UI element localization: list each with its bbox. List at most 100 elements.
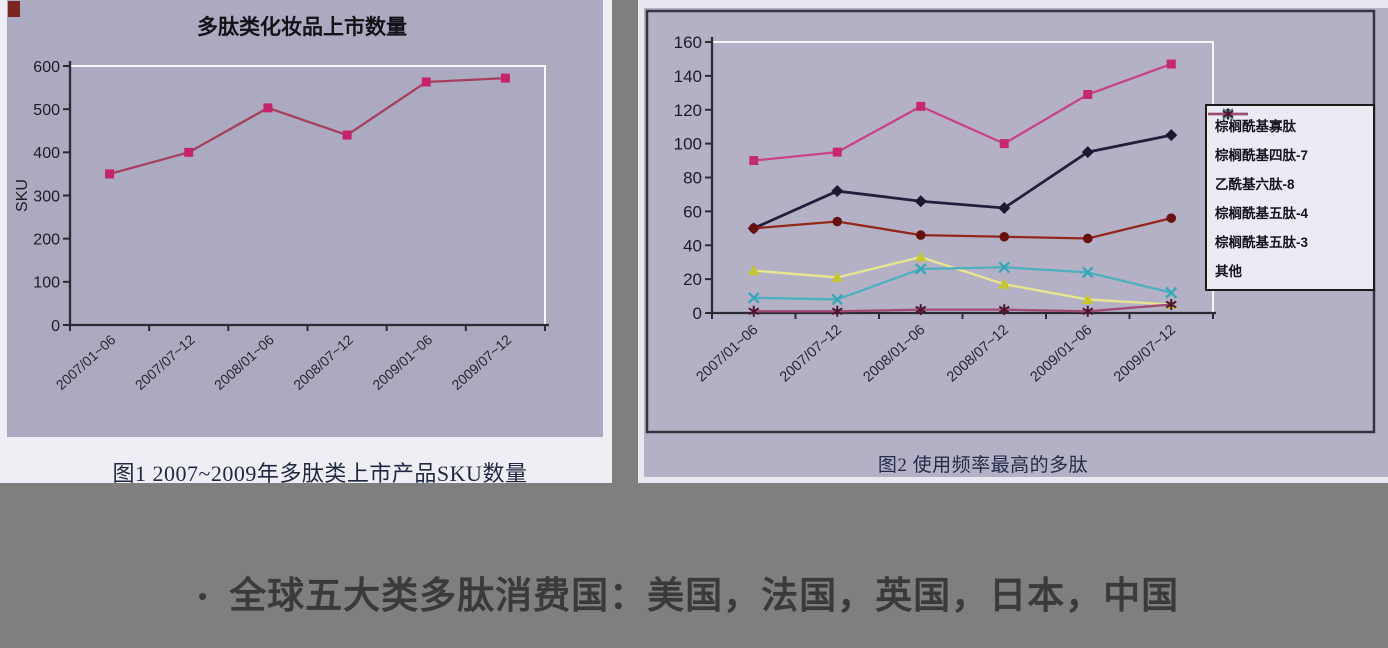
- series-line: [753, 133, 1172, 230]
- bullet-text: 全球五大类多肽消费国：美国，法国，英国，日本，中国: [229, 575, 1180, 616]
- marker-triangle: [831, 271, 844, 282]
- marker-x: [1081, 266, 1094, 279]
- legend-label: 棕榈酰基五肽-3: [1215, 235, 1309, 251]
- series: [748, 213, 1177, 244]
- marker-square: [916, 101, 926, 111]
- marker-square: [999, 139, 1009, 149]
- marker-diamond: [998, 201, 1011, 214]
- x-category-label: 2009/01~06: [369, 331, 435, 393]
- bullet-point: • 全球五大类多肽消费国：美国，法国，英国，日本，中国: [0, 572, 1388, 620]
- x-category-label: 2009/07~12: [448, 331, 514, 393]
- marker-triangle: [747, 265, 760, 276]
- scan-edge: [638, 0, 644, 478]
- marker-star: [915, 304, 927, 316]
- y-tick-label: 0: [51, 318, 60, 335]
- series: [747, 251, 1178, 310]
- marker-diamond: [1081, 146, 1094, 159]
- y-tick-label: 140: [674, 67, 702, 86]
- marker-circle: [915, 230, 926, 240]
- legend-item: 乙酰基六肽-8: [1208, 109, 1373, 196]
- marker-circle: [999, 231, 1010, 242]
- axes: [68, 61, 549, 327]
- marker-star: [831, 305, 843, 317]
- figure1-image: 0 100 200 300 400 500 600 2007/01~06 2007/07~12 2…: [0, 0, 612, 486]
- series: [748, 299, 1177, 317]
- legend-label: 棕榈酰基四肽-7: [1215, 147, 1309, 163]
- legend-label: 其他: [1215, 264, 1242, 280]
- x-category-label: 2007/01~06: [53, 331, 119, 393]
- bullet-marker: •: [198, 581, 208, 611]
- series-line: [753, 217, 1172, 240]
- marker-x: [1165, 286, 1178, 299]
- y-tick-label: 400: [33, 145, 60, 162]
- legend-marker-sample: [1208, 108, 1248, 120]
- x-category-label: 2008/01~06: [211, 331, 277, 393]
- marker-diamond: [914, 195, 927, 208]
- series-line: [753, 266, 1172, 301]
- marker-square: [500, 73, 510, 83]
- series-line: [109, 76, 506, 176]
- marker-square: [105, 169, 115, 179]
- y-tick-label: 40: [683, 236, 702, 255]
- figure2-chart: 0 20 40 60 80 100 120 140 160 2007/01~06 2007/07~1…: [645, 9, 1376, 434]
- y-axis: 0 20 40 60 80 100 120 140 160: [674, 33, 712, 323]
- plot-border-white: [70, 65, 546, 325]
- marker-circle: [1082, 233, 1093, 244]
- legend-item: 其他: [1208, 108, 1373, 283]
- y-tick-label: 500: [33, 102, 60, 119]
- y-tick-label: 20: [683, 270, 702, 289]
- scan-artifact-mark: [8, 1, 20, 17]
- y-axis-title: SKU: [14, 179, 31, 212]
- x-category-label: 2009/01~06: [1027, 322, 1095, 385]
- marker-square: [421, 77, 431, 87]
- marker-star: [998, 304, 1010, 316]
- marker-circle: [1166, 213, 1177, 223]
- marker-square: [263, 103, 273, 113]
- marker-triangle: [998, 278, 1011, 289]
- y-tick-label: 600: [33, 59, 60, 76]
- marker-x: [831, 293, 844, 306]
- scan-edge: [638, 477, 1388, 483]
- marker-star: [1165, 299, 1177, 311]
- marker-triangle: [914, 251, 927, 262]
- y-tick-label: 100: [33, 275, 60, 292]
- marker-circle: [748, 223, 759, 234]
- series: [747, 129, 1178, 235]
- marker-x: [998, 261, 1011, 274]
- figure1-caption: 图1 2007~2009年多肽类上市产品SKU数量: [112, 461, 528, 486]
- marker-square: [749, 156, 759, 166]
- x-category-label: 2008/07~12: [944, 322, 1012, 385]
- marker-square: [832, 147, 842, 157]
- legend-label: 棕榈酰基寡肽: [1215, 118, 1296, 134]
- x-axis: 2007/01~06 2007/07~12 2008/01~06 2008/07~12…: [693, 313, 1214, 386]
- x-category-label: 2007/01~06: [693, 322, 761, 385]
- figure2-image: 0 20 40 60 80 100 120 140 160 2007/01~06 2007/07~1…: [638, 0, 1388, 483]
- figure1-plot-background: [7, 0, 603, 437]
- marker-x: [747, 291, 760, 304]
- series-line: [753, 255, 1172, 306]
- marker-star: [748, 305, 760, 317]
- marker-square: [184, 147, 194, 157]
- series: [749, 59, 1176, 166]
- marker-triangle: [1081, 293, 1094, 304]
- figure2-legend: 棕榈酰基寡肽 棕榈酰基四肽-7 乙酰基六肽-8 棕榈酰基五肽-4 棕榈酰基五肽-3 其他: [1205, 104, 1375, 291]
- y-tick-label: 100: [674, 135, 702, 154]
- series-line: [753, 303, 1172, 313]
- y-tick-label: 80: [683, 169, 702, 188]
- series: [105, 73, 510, 179]
- series-line: [753, 62, 1172, 162]
- chart-title: 多肽类化妆品上市数量: [197, 15, 407, 39]
- legend-label: 乙酰基六肽-8: [1215, 176, 1295, 192]
- series: [747, 261, 1178, 306]
- x-category-label: 2008/07~12: [290, 331, 356, 393]
- marker-star: [1222, 108, 1234, 120]
- legend-item: 棕榈酰基五肽-3: [1208, 108, 1373, 254]
- marker-square: [1166, 59, 1176, 69]
- y-tick-label: 200: [33, 231, 60, 248]
- legend-item: 棕榈酰基四肽-7: [1208, 108, 1373, 167]
- marker-square: [1083, 90, 1093, 100]
- marker-star: [1082, 305, 1094, 317]
- x-category-label: 2007/07~12: [777, 322, 845, 385]
